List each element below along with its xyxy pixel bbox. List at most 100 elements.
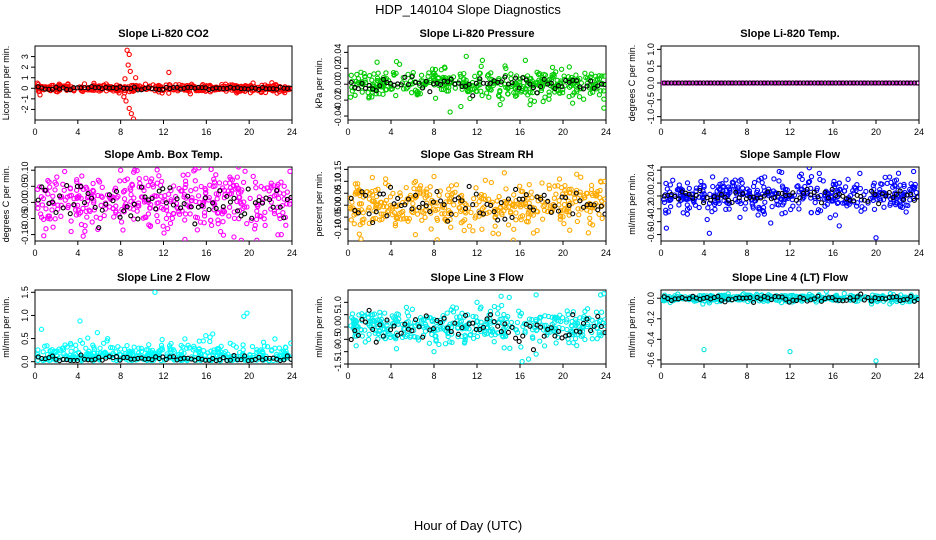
data-point <box>403 86 409 92</box>
reference-point <box>602 330 606 336</box>
data-point <box>393 58 400 65</box>
reference-point <box>822 189 828 196</box>
reference-point <box>495 323 501 329</box>
reference-point <box>588 328 594 334</box>
data-point <box>43 226 49 232</box>
data-point <box>465 205 472 211</box>
data-point <box>166 69 172 76</box>
data-point <box>506 294 512 301</box>
data-points <box>348 170 606 241</box>
data-point <box>166 212 172 218</box>
data-point <box>122 187 128 194</box>
reference-point <box>851 297 857 303</box>
x-tick-label: 20 <box>871 127 881 137</box>
data-point <box>583 74 589 81</box>
reference-point <box>434 317 440 324</box>
data-point <box>485 196 492 202</box>
reference-point <box>405 196 411 202</box>
reference-point <box>427 208 433 215</box>
data-point <box>492 223 498 229</box>
data-point <box>420 83 426 89</box>
data-point <box>552 183 558 189</box>
reference-point <box>513 186 519 192</box>
reference-point <box>448 211 454 217</box>
data-point <box>221 209 228 215</box>
data-point <box>670 177 676 183</box>
data-point <box>557 213 563 219</box>
x-tick-label: 16 <box>201 127 211 137</box>
data-point <box>800 192 807 198</box>
reference-point <box>520 196 526 202</box>
data-point <box>751 179 758 186</box>
data-point <box>505 222 512 228</box>
data-point <box>501 170 507 176</box>
reference-point <box>398 82 404 88</box>
data-point <box>212 183 218 189</box>
data-point <box>557 312 563 318</box>
x-tick-label: 0 <box>345 248 350 258</box>
data-points <box>661 290 919 364</box>
reference-point <box>765 189 771 195</box>
data-point <box>734 294 740 300</box>
reference-point <box>153 206 159 212</box>
data-point <box>679 187 686 193</box>
data-point <box>220 218 226 225</box>
data-point <box>482 196 488 203</box>
data-point <box>499 302 505 309</box>
data-point <box>203 187 209 193</box>
y-tick-label: 0.5 <box>20 332 30 345</box>
data-point <box>187 211 193 217</box>
data-point <box>390 69 397 76</box>
data-point <box>574 218 581 225</box>
data-point <box>561 201 568 208</box>
data-point <box>118 167 124 173</box>
reference-point <box>373 209 379 215</box>
reference-point <box>210 355 216 361</box>
reference-point <box>570 211 576 217</box>
data-point <box>67 340 74 347</box>
reference-point <box>288 85 292 91</box>
data-point <box>597 187 603 194</box>
reference-point <box>908 293 914 300</box>
data-point <box>572 316 579 323</box>
y-tick-label: 0.5 <box>333 308 343 321</box>
data-point <box>445 333 451 340</box>
data-point <box>393 346 400 352</box>
reference-point <box>113 353 120 360</box>
reference-point <box>577 329 583 335</box>
data-point <box>479 205 486 212</box>
reference-point <box>387 184 394 190</box>
reference-point <box>829 295 835 301</box>
reference-point <box>911 197 917 203</box>
data-point <box>467 331 474 338</box>
reference-point <box>563 195 569 201</box>
data-point <box>601 73 606 79</box>
data-point <box>551 195 557 201</box>
data-point <box>779 169 785 175</box>
x-tick-label: 24 <box>287 371 297 381</box>
x-tick-label: 8 <box>118 248 123 258</box>
data-point <box>203 190 209 196</box>
data-point <box>598 309 605 315</box>
data-point <box>874 196 880 202</box>
data-point <box>374 321 380 327</box>
data-point <box>247 195 253 202</box>
data-point <box>241 313 247 320</box>
reference-point <box>99 207 105 213</box>
reference-point <box>509 80 515 86</box>
y-tick-label: 0.2 <box>646 177 656 190</box>
x-tick-label: 24 <box>601 127 611 137</box>
y-tick-label: 3 <box>20 54 30 59</box>
x-tick-label: 16 <box>201 371 211 381</box>
reference-point <box>92 356 98 362</box>
data-point <box>877 186 883 193</box>
reference-point <box>352 328 358 334</box>
reference-point <box>420 200 426 206</box>
data-point <box>40 349 46 355</box>
reference-point <box>498 329 504 335</box>
x-tick-label: 0 <box>658 371 663 381</box>
data-point <box>894 298 900 305</box>
data-point <box>264 185 270 191</box>
data-point <box>446 186 452 192</box>
data-point <box>128 111 135 117</box>
